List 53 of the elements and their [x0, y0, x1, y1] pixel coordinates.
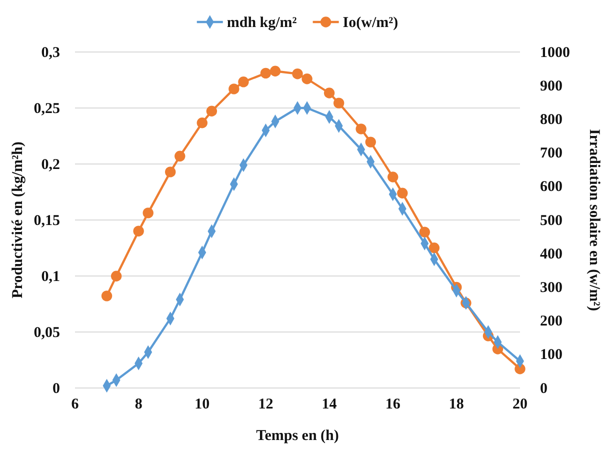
- y-tick-label: 0,2: [41, 156, 60, 173]
- point: [133, 226, 144, 236]
- point: [206, 106, 218, 116]
- y-tick-label: 0: [52, 380, 60, 397]
- y2-tick-label: 0: [540, 380, 548, 397]
- x-tick-label: 10: [194, 396, 210, 413]
- point: [302, 74, 312, 84]
- point: [419, 226, 430, 238]
- y2-tick-label: 200: [540, 314, 562, 330]
- y2-tick-label: 700: [540, 146, 562, 162]
- y-tick-label: 0,25: [34, 100, 60, 117]
- point: [174, 150, 186, 162]
- point: [388, 172, 398, 182]
- point: [238, 76, 249, 88]
- point: [165, 166, 176, 178]
- y2-axis-title: Irradiation solaire en (w/m²): [586, 128, 602, 312]
- y2-tick-label: 900: [540, 78, 562, 94]
- x-tick-label: 12: [258, 396, 274, 413]
- y2-tick-label: 600: [540, 179, 562, 196]
- x-tick-label: 8: [134, 396, 142, 413]
- point: [196, 118, 208, 128]
- y-axis-title: Productivité en (kg/m²h): [10, 142, 26, 298]
- y2-tick-label: 500: [540, 212, 562, 229]
- point: [333, 98, 344, 108]
- y2-tick-label: 100: [540, 347, 562, 364]
- legend-label: mdh kg/m²: [226, 15, 298, 31]
- point: [365, 136, 376, 148]
- x-axis-title: Temps en (h): [256, 428, 339, 444]
- point: [270, 66, 281, 76]
- point: [110, 270, 122, 282]
- y-tick-label: 0,1: [41, 268, 60, 285]
- point: [292, 68, 303, 80]
- point: [324, 88, 335, 98]
- y2-tick-label: 1000: [540, 44, 570, 61]
- point: [260, 68, 272, 79]
- point: [101, 290, 112, 302]
- x-tick-label: 6: [71, 396, 80, 413]
- point: [397, 188, 408, 198]
- y2-tick-label: 300: [540, 280, 562, 296]
- point: [142, 208, 154, 218]
- legend-label: Io(w/m²): [342, 15, 398, 31]
- point: [228, 84, 240, 94]
- point: [356, 124, 366, 134]
- x-tick-label: 18: [448, 396, 464, 413]
- y2-tick-label: 800: [540, 112, 562, 128]
- x-tick-label: 16: [385, 396, 401, 413]
- y-tick-label: 0,05: [34, 324, 60, 341]
- point: [428, 242, 440, 254]
- x-tick-label: 14: [322, 396, 338, 413]
- x-tick-label: 20: [512, 396, 528, 413]
- y2-tick-label: 400: [540, 246, 562, 262]
- y-tick-label: 0,15: [34, 212, 60, 229]
- y-tick-label: 0,3: [41, 44, 60, 61]
